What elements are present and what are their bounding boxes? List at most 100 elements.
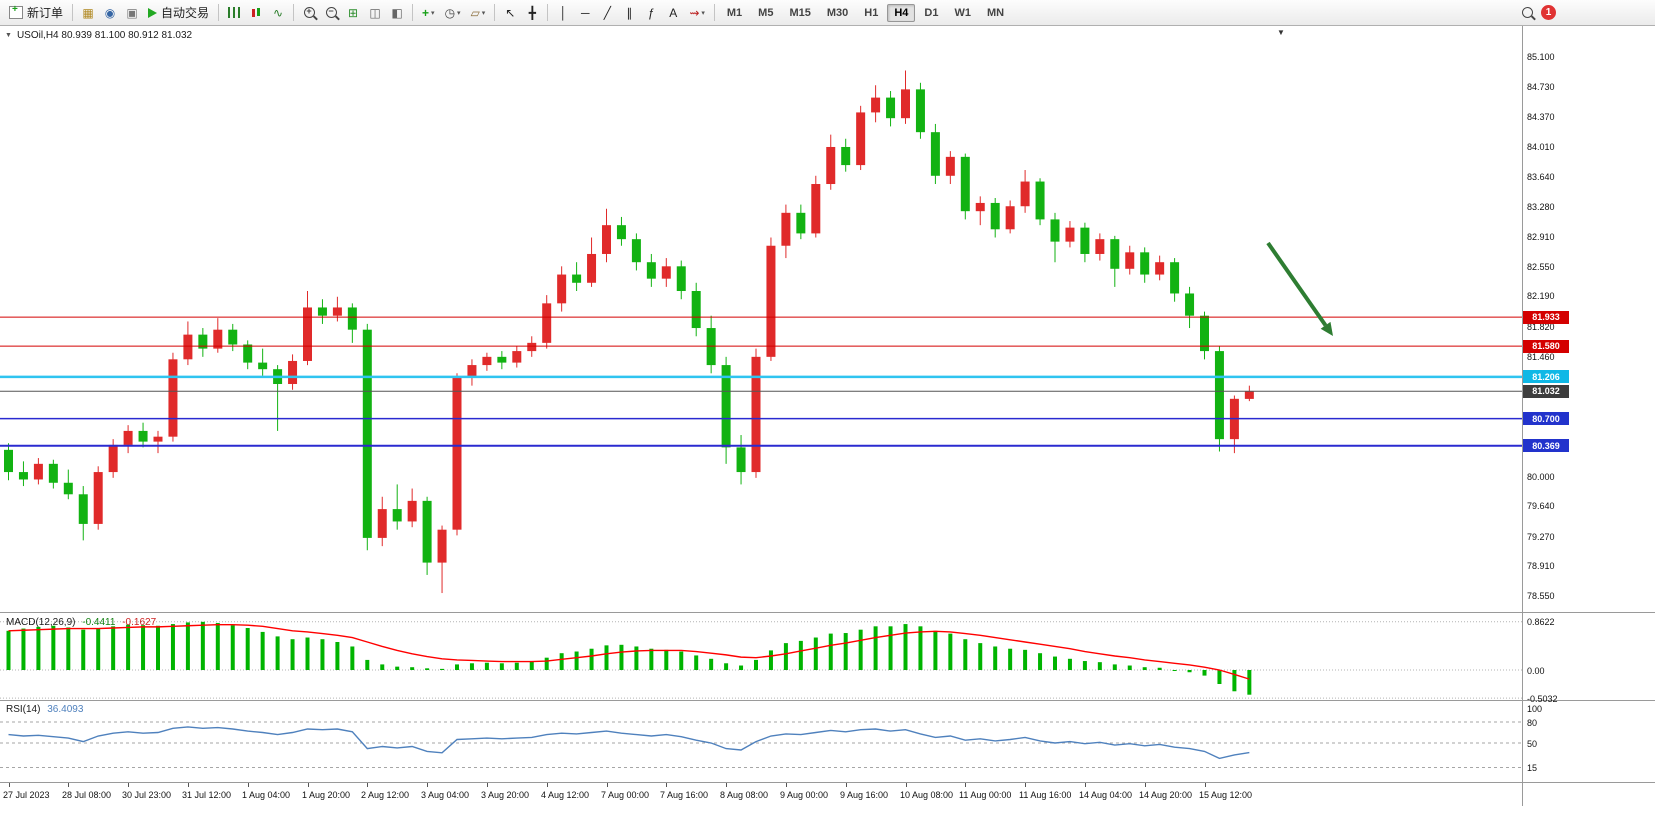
price-tick: 79.640 [1527,501,1555,512]
timeframe-m1[interactable]: M1 [720,4,749,22]
trendline-icon-glyph: ╱ [603,5,611,20]
magnifier-glyph [1521,7,1533,18]
cascade-windows-icon[interactable]: ◫ [365,3,385,23]
rsi-axis-tick: 100 [1527,703,1543,714]
time-tick [786,783,787,787]
time-tick [846,783,847,787]
timeframe-h1[interactable]: H1 [857,4,885,22]
time-axis[interactable]: 27 Jul 2023 28 Jul 08:00 30 Jul 23:00 31 Ju… [0,783,1655,806]
notification-badge[interactable]: 1 [1541,5,1556,20]
time-label: 3 Aug 04:00 [421,790,470,800]
templates-icon[interactable]: ▱ ▾ [467,3,490,23]
collapse-arrow-icon[interactable]: ▼ [5,32,12,39]
rsi-canvas[interactable] [0,701,1522,782]
line-chart-icon[interactable]: ∿ [268,3,288,23]
chart-shift-marker[interactable]: ▼ [1277,28,1285,37]
time-tick [965,783,966,787]
text-icon-glyph: A [669,5,678,20]
templates-icon-glyph: ▱ [470,5,480,20]
time-label: 15 Aug 12:00 [1199,790,1253,800]
macd-panel[interactable] [0,613,1522,700]
toolbar-separator [494,4,496,21]
timeframe-d1[interactable]: D1 [917,4,945,22]
time-tick [9,783,10,787]
zoom-out-icon[interactable]: − [321,3,341,23]
fibonacci-icon-glyph: ƒ [647,5,655,20]
dropdown-caret-icon: ▾ [481,9,486,17]
periods-icon[interactable]: ◷ ▾ [441,3,465,23]
toolbar-separator [293,4,295,21]
price-tick: 81.820 [1527,321,1555,332]
text-icon[interactable]: A [663,3,683,23]
time-tick [128,783,129,787]
new-order-icon [9,4,23,19]
candlestick-chart-icon[interactable] [246,3,266,23]
channel-icon-glyph: ∥ [626,5,633,20]
search-icon[interactable] [1517,3,1537,23]
arrows-icon[interactable]: ⇝ ▾ [685,3,709,23]
rsi-panel[interactable] [0,701,1522,782]
zoom-in-icon[interactable]: + [299,3,319,23]
price-tick: 82.910 [1527,232,1555,243]
play-icon [148,7,158,18]
horizontal-line-icon-glyph: ─ [581,5,590,20]
macd-axis-tick: 0.8622 [1527,617,1555,628]
timeframe-m30[interactable]: M30 [820,4,855,22]
line-chart-icon-glyph: ∿ [273,5,284,20]
timeframe-mn[interactable]: MN [980,4,1011,22]
time-label: 7 Aug 16:00 [660,790,709,800]
price-tag-81.206: 81.206 [1523,370,1569,384]
vertical-line-icon[interactable]: │ [553,3,573,23]
toolbar-separator [713,4,715,21]
main-chart-panel[interactable] [0,26,1522,612]
periods-icon-glyph: ◷ [444,5,456,20]
fibonacci-icon[interactable]: ƒ [641,3,661,23]
market-watch-icon[interactable]: ▦ [78,3,98,23]
new-order-button[interactable]: 新订单 [5,3,67,23]
timeframe-h4[interactable]: H4 [887,3,916,22]
time-tick [1205,783,1206,787]
price-tag-81.580: 81.580 [1523,339,1569,353]
time-label: 7 Aug 00:00 [601,790,650,800]
price-tag-80.700: 80.700 [1523,412,1569,426]
price-tick: 85.100 [1527,51,1555,62]
axis-border [1522,26,1523,806]
timeframe-w1[interactable]: W1 [947,4,978,22]
crosshair-icon[interactable]: ╋ [522,3,542,23]
auto-trading-button[interactable]: 自动交易 [144,3,213,23]
time-label: 11 Aug 16:00 [1019,790,1072,800]
arrange-windows-icon[interactable]: ◧ [387,3,407,23]
price-tick: 82.550 [1527,261,1555,272]
time-tick [1145,783,1146,787]
toolbar-separator [72,4,74,21]
candlestick-chart-icon [250,7,262,19]
time-tick [547,783,548,787]
timeframe-group: M1 M5 M15 M30 H1 H4 D1 W1 MN [719,3,1012,22]
main-chart-canvas[interactable] [0,26,1522,612]
macd-canvas[interactable] [0,613,1522,700]
channel-icon[interactable]: ∥ [619,3,639,23]
cursor-icon[interactable]: ↖ [500,3,520,23]
time-label: 9 Aug 16:00 [840,790,889,800]
rsi-value: 36.4093 [47,704,84,715]
horizontal-line-icon[interactable]: ─ [575,3,595,23]
indicators-add-icon-glyph: + [422,5,430,20]
tile-windows-icon[interactable]: ⊞ [343,3,363,23]
time-label: 10 Aug 08:00 [900,790,954,800]
bar-chart-icon[interactable] [224,3,244,23]
timeframe-m5[interactable]: M5 [751,4,780,22]
macd-axis-tick: 0.00 [1527,665,1545,676]
trendline-icon[interactable]: ╱ [597,3,617,23]
price-tag-81.933: 81.933 [1523,310,1569,324]
navigator-icon[interactable]: ◉ [100,3,120,23]
macd-histogram [6,621,1252,695]
indicators-add-icon[interactable]: + ▾ [418,3,439,23]
time-tick [726,783,727,787]
rsi-line [8,726,1250,760]
terminal-icon[interactable]: ▣ [122,3,142,23]
timeframe-m15[interactable]: M15 [782,4,817,22]
time-tick [367,783,368,787]
time-label: 8 Aug 08:00 [720,790,769,800]
macd-main-value: -0.4411 [82,617,116,628]
toolbar-separator [218,4,220,21]
